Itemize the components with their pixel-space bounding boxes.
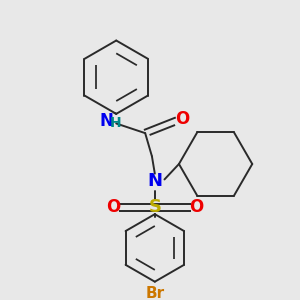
Text: N: N — [100, 112, 113, 130]
Text: S: S — [148, 198, 161, 216]
Text: Br: Br — [145, 286, 164, 300]
Text: O: O — [175, 110, 189, 128]
Text: N: N — [147, 172, 162, 190]
Text: O: O — [106, 198, 121, 216]
Text: O: O — [189, 198, 203, 216]
Text: H: H — [110, 116, 121, 130]
